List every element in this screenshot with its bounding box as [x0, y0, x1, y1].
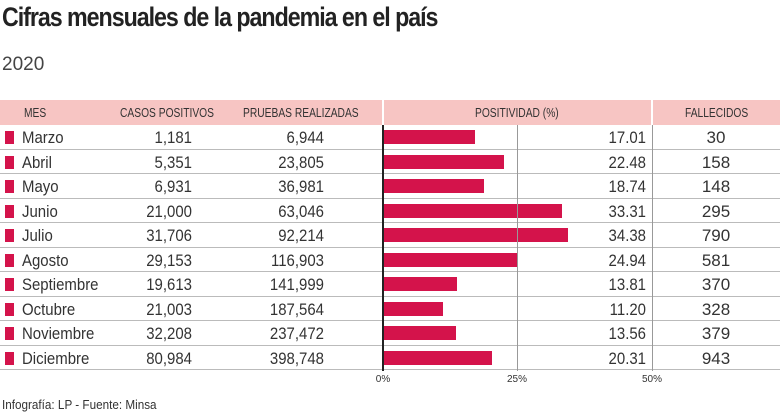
month-marker-icon: [5, 180, 14, 193]
cell-pruebas: 6,944: [286, 128, 324, 147]
cell-positividad: 13.81: [608, 275, 646, 294]
positividad-bar: [383, 350, 493, 365]
cell-mes: Diciembre: [22, 348, 90, 368]
table-row: Junio 21,000 63,046 33.31 295: [0, 199, 780, 223]
cell-positividad: 13.56: [608, 324, 646, 343]
cell-pruebas: 141,999: [269, 275, 324, 294]
tick-label: 0%: [375, 374, 391, 385]
table-row: Septiembre 19,613 141,999 13.81 370: [0, 272, 780, 297]
cell-casos: 21,000: [146, 201, 192, 221]
cell-positividad: 18.74: [608, 177, 646, 196]
cell-mes: Abril: [22, 152, 52, 172]
month-marker-icon: [5, 204, 14, 218]
cell-casos: 19,613: [146, 275, 192, 294]
table-row: Noviembre 32,208 237,472 13.56 379: [0, 321, 780, 346]
month-marker-icon: [5, 229, 14, 242]
positividad-bar: [383, 203, 563, 218]
table-row: Abril 5,351 23,805 22.48 158: [0, 150, 780, 174]
cell-mes: Julio: [22, 226, 53, 245]
chart-title: Cifras mensuales de la pandemia en el pa…: [2, 2, 438, 32]
cell-casos: 21,003: [146, 299, 192, 319]
cell-fallecidos: 790: [701, 226, 731, 245]
table-header: [0, 100, 780, 125]
positividad-bar: [383, 326, 456, 340]
cell-fallecidos: 30: [706, 128, 726, 147]
cell-positividad: 17.01: [608, 128, 646, 147]
cell-pruebas: 398,748: [269, 348, 324, 368]
header-casos: CASOS POSITIVOS: [120, 106, 214, 120]
positividad-bar: [383, 277, 458, 291]
tick-label: 50%: [641, 374, 663, 385]
cell-pruebas: 23,805: [278, 152, 324, 172]
cell-pruebas: 92,214: [278, 226, 324, 245]
cell-fallecidos: 370: [701, 275, 731, 294]
positividad-bar: [383, 252, 518, 267]
tick-label: 25%: [506, 374, 528, 385]
cell-casos: 29,153: [146, 250, 192, 270]
cell-mes: Mayo: [22, 177, 59, 196]
footer-credit: Infografía: LP - Fuente: Minsa: [2, 397, 157, 412]
cell-fallecidos: 581: [701, 250, 731, 270]
table-row: Octubre 21,003 187,564 11.20 328: [0, 297, 780, 321]
table-row: Agosto 29,153 116,903 24.94 581: [0, 248, 780, 272]
cell-casos: 6,931: [154, 177, 192, 196]
cell-mes: Septiembre: [22, 275, 99, 294]
chart-subtitle: 2020: [2, 54, 45, 75]
cell-positividad: 20.31: [608, 348, 646, 368]
cell-fallecidos: 943: [701, 348, 731, 368]
month-marker-icon: [5, 351, 14, 365]
header-mes: MES: [24, 106, 47, 120]
header-positividad: POSITIVIDAD (%): [475, 106, 559, 120]
cell-fallecidos: 158: [701, 152, 731, 172]
cell-pruebas: 187,564: [269, 299, 324, 319]
cell-positividad: 24.94: [608, 250, 646, 270]
bar-axis: [382, 125, 384, 371]
header-fallecidos: FALLECIDOS: [685, 106, 749, 120]
cell-pruebas: 116,903: [271, 250, 324, 270]
table-row: Diciembre 80,984 398,748 20.31 943: [0, 346, 780, 370]
cell-mes: Marzo: [22, 128, 64, 147]
cell-casos: 32,208: [146, 324, 192, 343]
cell-mes: Octubre: [22, 299, 76, 319]
gridline-25: [517, 125, 518, 371]
positividad-bar: [383, 179, 484, 193]
positividad-bar: [383, 301, 444, 316]
month-marker-icon: [5, 253, 14, 267]
month-marker-icon: [5, 278, 14, 291]
month-marker-icon: [5, 155, 14, 169]
header-pruebas: PRUEBAS REALIZADAS: [243, 106, 359, 120]
cell-positividad: 34.38: [608, 226, 646, 245]
cell-casos: 1,181: [154, 128, 192, 147]
cell-pruebas: 36,981: [278, 177, 324, 196]
cell-casos: 80,984: [146, 348, 192, 368]
cell-casos: 5,351: [154, 152, 192, 172]
cell-mes: Noviembre: [22, 324, 95, 343]
table-row: Marzo 1,181 6,944 17.01 30: [0, 125, 780, 150]
table-row: Mayo 6,931 36,981 18.74 148: [0, 174, 780, 199]
header-divider: [651, 100, 653, 125]
cell-fallecidos: 379: [701, 324, 731, 343]
cell-mes: Junio: [22, 201, 58, 221]
cell-fallecidos: 148: [701, 177, 731, 196]
header-divider: [382, 100, 384, 125]
cell-positividad: 22.48: [608, 152, 646, 172]
month-marker-icon: [5, 131, 14, 144]
cell-fallecidos: 295: [701, 201, 731, 221]
cell-casos: 31,706: [146, 226, 192, 245]
month-marker-icon: [5, 302, 14, 316]
cell-pruebas: 63,046: [278, 201, 324, 221]
cell-pruebas: 237,472: [269, 324, 324, 343]
positividad-bar: [383, 154, 504, 169]
month-marker-icon: [5, 327, 14, 340]
positividad-bar: [383, 228, 568, 242]
cell-positividad: 11.20: [609, 299, 646, 319]
cell-fallecidos: 328: [701, 299, 731, 319]
cell-positividad: 33.31: [608, 201, 646, 221]
positividad-bar: [383, 130, 475, 144]
table-row: Julio 31,706 92,214 34.38 790: [0, 223, 780, 248]
cell-mes: Agosto: [22, 250, 69, 270]
gridline-50: [652, 125, 653, 371]
